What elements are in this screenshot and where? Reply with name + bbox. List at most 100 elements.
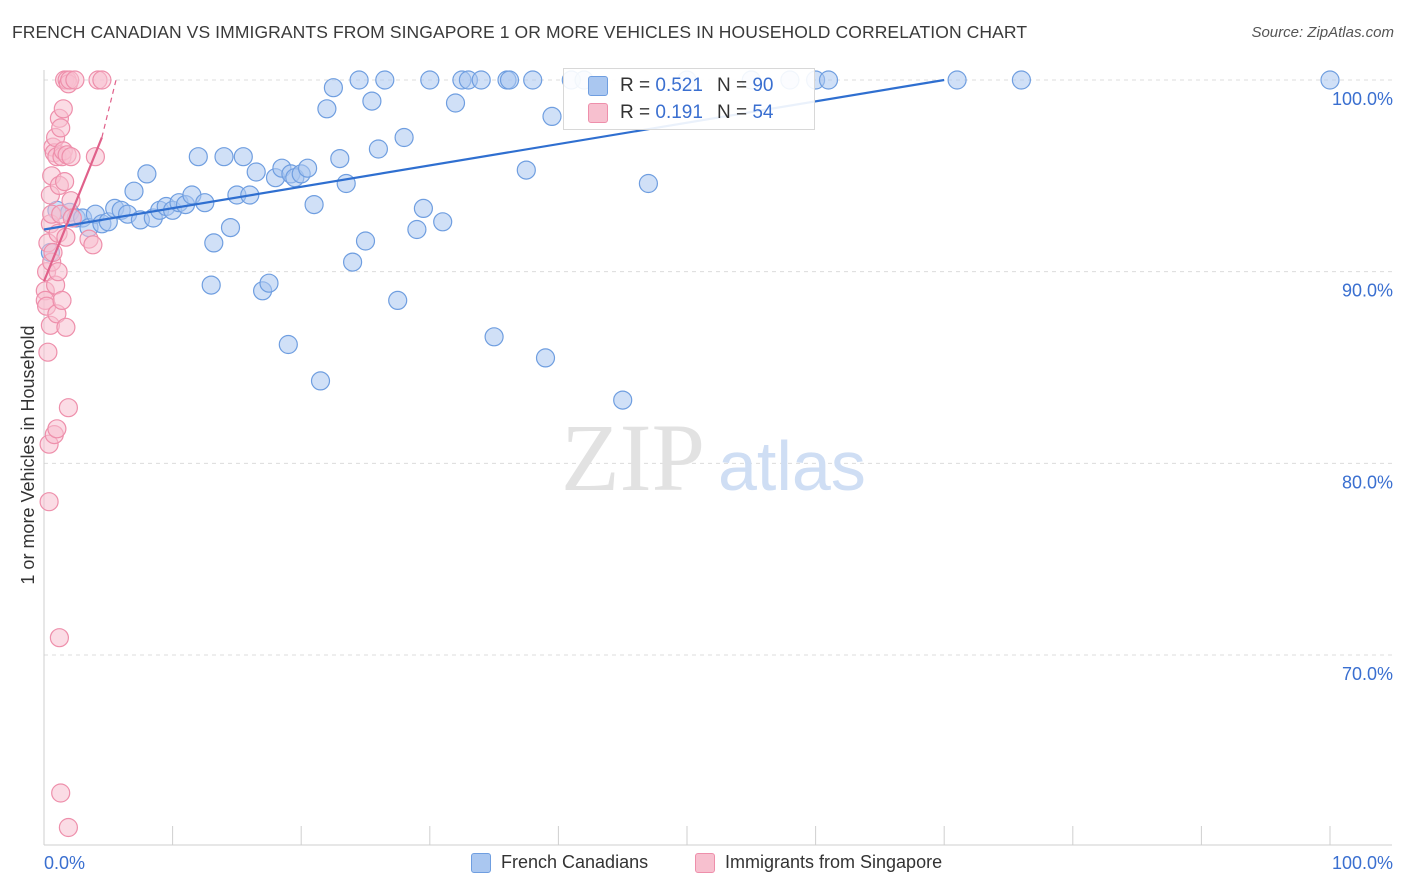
grid-lines [44, 79, 1392, 656]
data-point [433, 212, 453, 232]
data-point [445, 93, 466, 113]
data-point [388, 290, 408, 310]
data-point [317, 99, 337, 119]
data-point [124, 181, 144, 201]
data-point [484, 327, 504, 347]
data-point [310, 371, 331, 391]
data-point [535, 348, 556, 368]
data-point [1011, 70, 1032, 90]
y-tick-label: 100.0% [1332, 89, 1393, 109]
trend-line-singapore [42, 137, 103, 282]
data-point [233, 147, 253, 167]
data-point [48, 262, 68, 282]
legend-item-singapore[interactable]: Immigrants from Singapore [695, 852, 942, 873]
tick-labels: 70.0% 80.0% 90.0% 100.0% 0.0% 100.0% [44, 89, 1393, 873]
y-tick-label: 70.0% [1342, 664, 1393, 684]
watermark-atlas: atlas [718, 427, 866, 505]
y-tick-label: 90.0% [1342, 281, 1393, 301]
data-point [613, 390, 633, 410]
data-point [58, 817, 79, 838]
data-point [51, 118, 71, 138]
r-label: R = [620, 75, 651, 96]
data-point [407, 219, 427, 240]
legend-swatch-pink [695, 852, 715, 873]
source-label: Source: ZipAtlas.com [1251, 24, 1394, 41]
data-point [137, 164, 157, 184]
n-label: N = [716, 102, 748, 123]
watermark: ZIP atlas [561, 404, 866, 511]
data-point [323, 78, 343, 98]
data-point [65, 70, 85, 90]
data-point [61, 147, 81, 167]
data-point [52, 290, 72, 310]
data-point [375, 70, 395, 90]
data-point [204, 233, 224, 253]
data-point [394, 127, 414, 148]
data-point [362, 91, 382, 111]
r-label: R = [620, 102, 651, 123]
data-point [54, 172, 75, 192]
data-point [638, 173, 659, 194]
data-point [47, 419, 67, 439]
data-point [355, 231, 376, 251]
data-point [85, 147, 106, 167]
data-point [38, 342, 58, 362]
stats-legend: R = 0.521 N = 90 R = 0.191 N = 54 [563, 68, 815, 130]
series-singapore [35, 70, 112, 838]
data-point [368, 139, 388, 159]
data-point [188, 147, 208, 167]
bottom-legend: French Canadians Immigrants from Singapo… [0, 852, 1406, 878]
data-point [92, 70, 112, 90]
data-point [53, 99, 73, 119]
data-point [516, 160, 536, 180]
data-point [58, 398, 79, 418]
x-tick-label: 0.0% [44, 853, 85, 873]
r-value: 0.521 [655, 75, 703, 96]
trend-line-singapore-extension [101, 79, 117, 138]
data-point [471, 70, 491, 90]
r-value: 0.191 [655, 102, 703, 123]
data-point [49, 628, 70, 648]
data-point [51, 783, 71, 803]
data-point [343, 252, 363, 272]
y-tick-label: 80.0% [1342, 472, 1393, 492]
data-point [278, 334, 298, 355]
data-point [83, 235, 103, 255]
x-tick-label: 100.0% [1332, 853, 1393, 873]
data-point [304, 195, 324, 215]
data-point [523, 70, 543, 90]
data-point [246, 162, 266, 182]
n-value: 90 [752, 75, 774, 96]
data-point [39, 492, 59, 512]
data-point [413, 198, 433, 218]
legend-swatch-blue [471, 852, 491, 873]
data-point [56, 317, 76, 337]
legend-item-french-canadians[interactable]: French Canadians [471, 852, 648, 873]
data-point [542, 106, 562, 127]
stats-row-french-canadians: R = 0.521 N = 90 [564, 73, 773, 99]
data-point [214, 147, 234, 167]
data-point [201, 275, 221, 295]
chart-title: FRENCH CANADIAN VS IMMIGRANTS FROM SINGA… [12, 22, 1028, 42]
n-value: 54 [752, 102, 774, 123]
data-point [298, 158, 318, 178]
axes [43, 70, 1392, 846]
data-point [499, 70, 520, 90]
stats-row-singapore: R = 0.191 N = 54 [564, 100, 773, 126]
data-point [259, 273, 279, 293]
data-point [947, 70, 967, 90]
watermark-zip: ZIP [561, 404, 705, 511]
data-point [1320, 70, 1340, 90]
legend-label: French Canadians [501, 852, 649, 872]
stats-swatch-pink [588, 103, 608, 123]
legend-label: Immigrants from Singapore [725, 852, 943, 872]
stats-swatch-blue [588, 76, 608, 96]
data-point [818, 70, 839, 90]
n-label: N = [716, 75, 748, 96]
data-point [349, 70, 369, 90]
data-point [220, 218, 241, 238]
data-point [330, 149, 350, 169]
data-point [420, 70, 440, 90]
y-axis-label: 1 or more Vehicles in Household [18, 325, 38, 584]
